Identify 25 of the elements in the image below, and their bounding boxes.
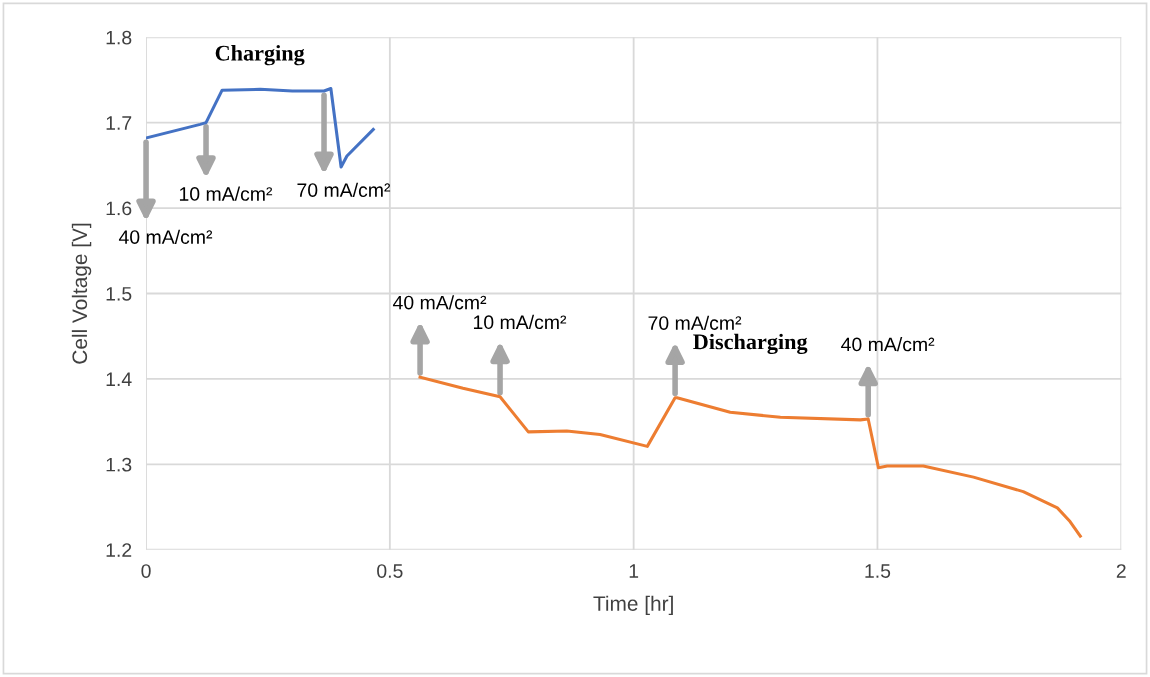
annotation: 40 mA/cm² (841, 337, 935, 352)
y-axis-title: Cell Voltage [V] (71, 223, 92, 364)
x-axis-title: Time [hr] (593, 595, 673, 616)
y-tick-label: 1.4 (106, 372, 132, 386)
annotation: 10 mA/cm² (179, 186, 273, 201)
x-tick-label: 1.5 (865, 564, 891, 578)
y-tick-label: 1.5 (106, 287, 132, 301)
x-tick-label: 1 (629, 564, 639, 578)
x-tick-label: 2 (1116, 564, 1126, 578)
y-tick-label: 1.2 (106, 543, 132, 557)
y-tick-label: 1.6 (106, 201, 132, 216)
series-label: Charging (215, 44, 305, 66)
annotation: 70 mA/cm² (297, 182, 391, 197)
y-tick-label: 1.8 (106, 30, 132, 45)
x-tick-label: 0 (141, 564, 151, 578)
y-tick-label: 1.3 (106, 457, 132, 472)
annotation: 10 mA/cm² (473, 314, 567, 330)
line-series (418, 375, 1082, 538)
annotation: 70 mA/cm² (648, 315, 742, 330)
line-series (146, 86, 375, 169)
y-tick-label: 1.7 (106, 116, 132, 130)
text: Discharging (693, 333, 808, 355)
annotation: 40 mA/cm² (118, 229, 213, 244)
x-tick-label: 0.5 (377, 564, 403, 578)
annotation: 40 mA/cm² (392, 295, 487, 310)
